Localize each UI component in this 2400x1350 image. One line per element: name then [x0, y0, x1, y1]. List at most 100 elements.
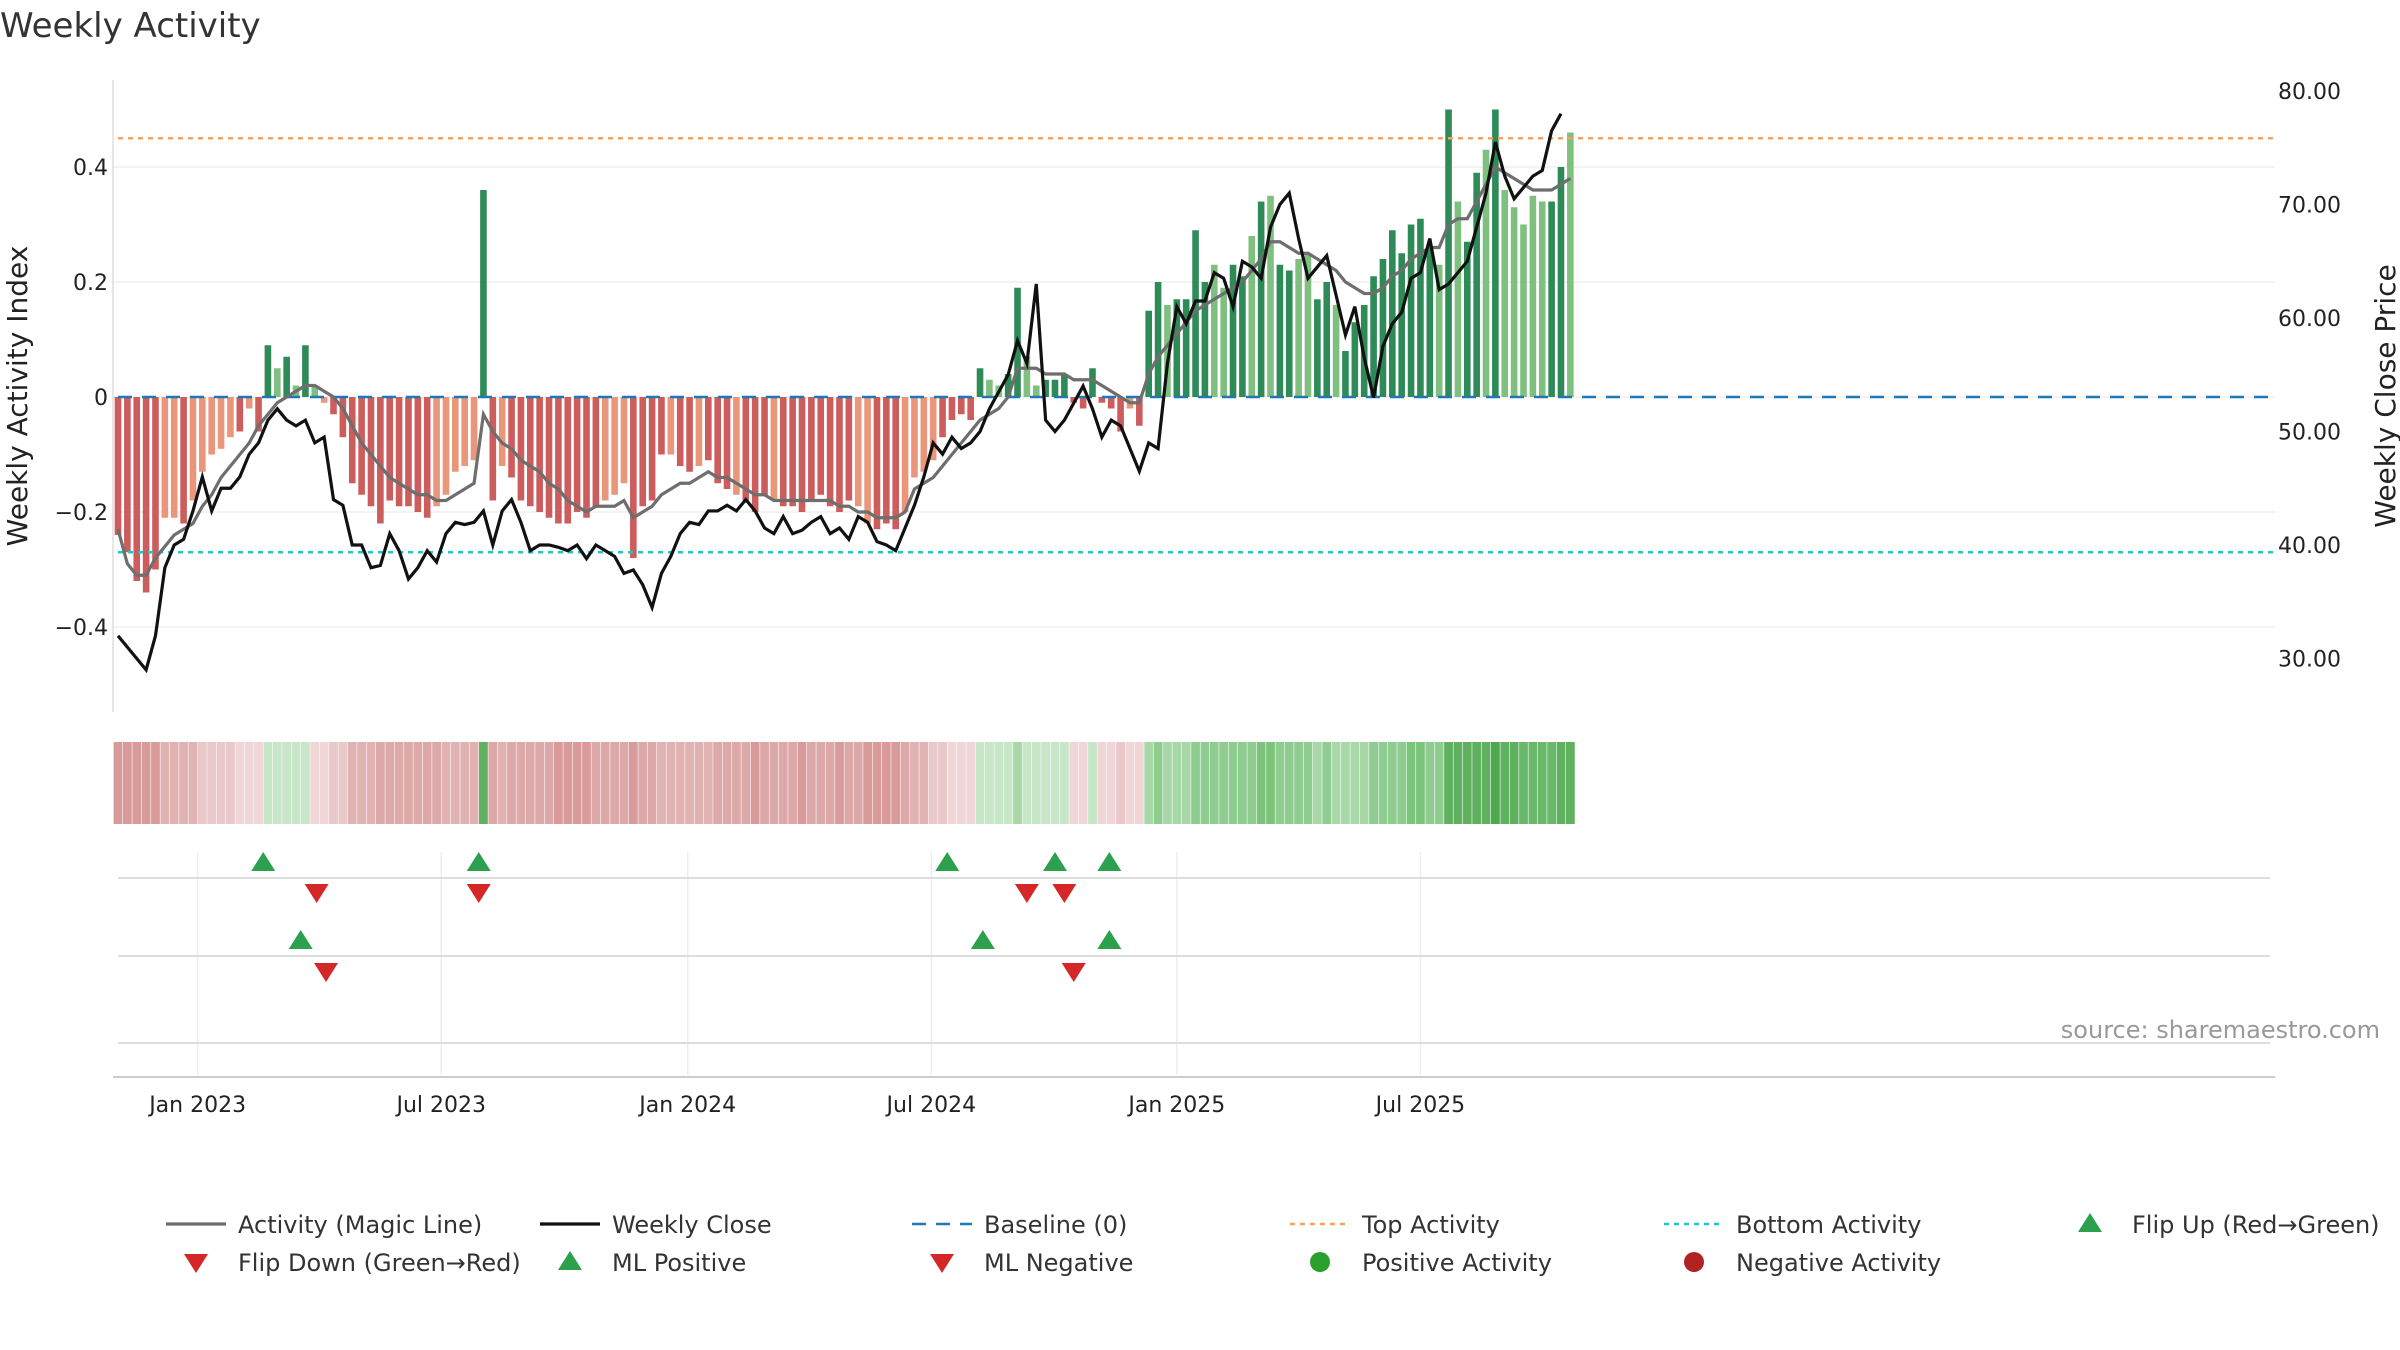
activity-bar [255, 397, 262, 432]
activity-bar [1136, 397, 1143, 426]
legend-triangle-down-swatch [930, 1254, 954, 1273]
activity-bar [564, 397, 572, 524]
legend-label: Top Activity [1361, 1211, 1500, 1239]
activity-bar [1389, 230, 1396, 397]
activity-bar [245, 397, 253, 409]
activity-bar [1154, 282, 1162, 397]
heat-cell [216, 742, 226, 824]
activity-bar [1042, 379, 1049, 397]
heat-cell [244, 742, 254, 824]
activity-bar [283, 356, 290, 397]
activity-bar [939, 397, 946, 438]
activity-bar [667, 397, 675, 455]
activity-bar [1510, 207, 1518, 397]
heat-cell [816, 742, 826, 824]
heat-cell [600, 742, 610, 824]
activity-bar [508, 397, 515, 478]
heat-cell [1490, 742, 1500, 824]
activity-bar [911, 397, 918, 478]
heat-cell [975, 742, 985, 824]
heat-cell [319, 742, 329, 824]
activity-bar [1426, 247, 1434, 397]
activity-bar [1379, 259, 1387, 397]
source-credit: source: sharemaestro.com [2061, 1016, 2380, 1044]
heat-cell [1406, 742, 1416, 824]
heat-cell [1256, 742, 1266, 824]
activity-bar [1229, 264, 1237, 397]
legend-positive-swatch [1310, 1252, 1330, 1272]
heat-cell [675, 742, 685, 824]
activity-bar [733, 397, 740, 495]
activity-bar [320, 397, 328, 403]
activity-bar [742, 397, 750, 501]
heat-cell [479, 742, 488, 824]
heat-cell [188, 742, 198, 824]
heat-cell [1369, 742, 1378, 824]
activity-bar [986, 379, 993, 397]
activity-bar [377, 397, 384, 524]
heat-cell [1219, 742, 1229, 824]
heat-cell [1472, 742, 1482, 824]
activity-bar [1482, 149, 1490, 397]
heat-cell [226, 742, 235, 824]
activity-bar [1332, 305, 1340, 397]
legend-label: Bottom Activity [1736, 1211, 1921, 1239]
legend-label: Negative Activity [1736, 1249, 1941, 1277]
activity-bar [124, 397, 131, 553]
heat-cell [835, 742, 844, 824]
heat-cell [750, 742, 760, 824]
activity-bar [1529, 195, 1537, 397]
activity-bar [526, 397, 534, 507]
activity-bar [770, 397, 778, 501]
activity-bar [967, 397, 974, 420]
activity-bar [452, 397, 459, 472]
y2-tick-label: 40.00 [2278, 534, 2341, 559]
legend-label: Flip Down (Green→Red) [238, 1249, 521, 1277]
activity-bar [1267, 195, 1274, 397]
heat-cell [553, 742, 563, 824]
activity-bar [339, 397, 347, 438]
heat-cell [591, 742, 601, 824]
heat-cell [132, 742, 142, 824]
activity-bar [1435, 264, 1443, 397]
activity-bar [1295, 259, 1302, 397]
activity-bar [142, 397, 150, 593]
activity-bar [1210, 264, 1218, 397]
heat-cell [1134, 742, 1144, 824]
heat-cell [460, 742, 470, 824]
heat-cell [1462, 742, 1472, 824]
heat-cell [207, 742, 217, 824]
heat-cell [432, 742, 441, 824]
heat-cell [1153, 742, 1163, 824]
heat-cell [853, 742, 863, 824]
heat-cell [1509, 742, 1519, 824]
heat-cell [357, 742, 367, 824]
activity-bar [779, 397, 787, 507]
activity-bar [358, 397, 365, 495]
heat-cell [1565, 742, 1575, 824]
heat-cell [1528, 742, 1538, 824]
heat-cell [685, 742, 694, 824]
activity-bar [1257, 201, 1265, 397]
activity-bar [1239, 276, 1246, 397]
heat-cell [1200, 742, 1210, 824]
heat-cell [722, 742, 732, 824]
activity-bar [1567, 132, 1574, 397]
activity-bar [592, 397, 600, 507]
flip-down-marker [1052, 884, 1077, 903]
heat-cell [947, 742, 957, 824]
heat-cell [1519, 742, 1528, 824]
heat-cell [272, 742, 282, 824]
heat-cell [806, 742, 816, 824]
activity-bar [1051, 379, 1059, 397]
activity-bar [1192, 230, 1199, 397]
activity-bar [1417, 218, 1424, 397]
heat-cell [179, 742, 188, 824]
heat-cell [1537, 742, 1547, 824]
heat-cell [1041, 742, 1051, 824]
flip-up-marker [935, 852, 960, 871]
heat-cell [1003, 742, 1013, 824]
activity-bar [611, 397, 618, 495]
heat-cell [966, 742, 976, 824]
